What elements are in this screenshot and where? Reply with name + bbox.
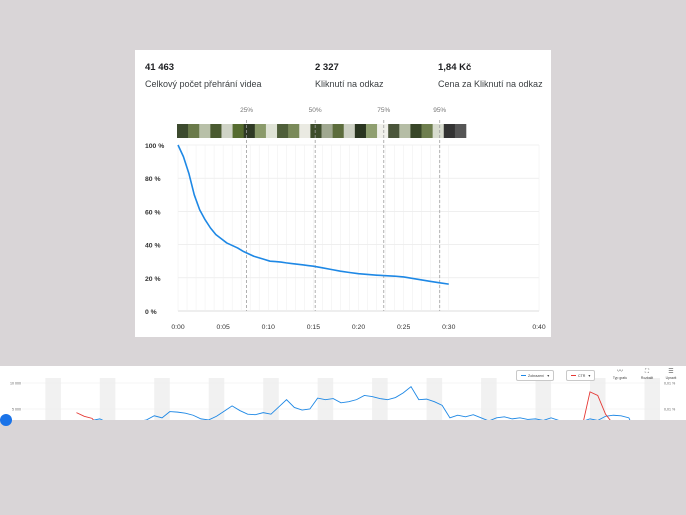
y-tick-label: 60 % bbox=[145, 209, 161, 216]
kpi-plays-label: Celkový počet přehrání videa bbox=[145, 79, 262, 89]
adjust-icon: ☰ bbox=[668, 369, 674, 375]
weekend-band bbox=[99, 378, 116, 420]
y-left-tick-label: 10 000 bbox=[10, 382, 21, 386]
retention-chart: 25% 50% 75% 95% 0 % 20 % 40 % 60 % 80 % 100 % 0:… bbox=[145, 107, 546, 331]
right-metric-select[interactable]: CTR ▾ bbox=[566, 370, 596, 381]
weekend-band bbox=[263, 378, 279, 420]
video-frame-thumb bbox=[343, 124, 356, 138]
weekend-band bbox=[317, 378, 334, 420]
blue-swatch bbox=[521, 374, 526, 377]
right-metric-label: CTR bbox=[578, 373, 586, 378]
y-tick-label: 20 % bbox=[145, 276, 161, 283]
y-tick-label: 0 % bbox=[145, 309, 157, 316]
weekend-band bbox=[589, 378, 606, 420]
x-tick-label: 0:30 bbox=[442, 324, 455, 331]
red-swatch bbox=[571, 374, 576, 377]
y-tick-label: 100 % bbox=[145, 143, 164, 150]
weekend-band bbox=[426, 378, 443, 420]
quartile-marker-label: 95% bbox=[433, 107, 446, 114]
retention-line bbox=[177, 144, 449, 285]
video-frame-thumb bbox=[299, 124, 311, 138]
video-frame-thumb bbox=[310, 124, 322, 138]
chevron-down-icon: ▾ bbox=[588, 373, 591, 378]
video-frame-thumb bbox=[277, 124, 289, 138]
trend-gridlines bbox=[22, 382, 660, 410]
impressions-line bbox=[91, 385, 631, 420]
quartile-markers: 25% 50% 75% 95% bbox=[240, 107, 446, 311]
y-left-tick-label: 5 000 bbox=[12, 408, 21, 412]
weekend-band bbox=[154, 378, 170, 420]
x-tick-label: 0:20 bbox=[352, 324, 365, 331]
expand-label: Rozbalit bbox=[640, 376, 654, 380]
x-tick-label: 0:25 bbox=[397, 324, 410, 331]
quartile-marker-label: 75% bbox=[377, 107, 390, 114]
video-frame-thumb bbox=[365, 124, 378, 138]
video-frame-thumb bbox=[288, 124, 300, 138]
video-frame-thumb bbox=[221, 124, 233, 138]
video-frame-thumb bbox=[254, 124, 267, 138]
trend-icon: 〰 bbox=[616, 369, 623, 375]
video-frame-thumb bbox=[177, 124, 189, 138]
video-frame-thumb bbox=[321, 124, 333, 138]
chart-type-label: Typ grafu bbox=[612, 376, 628, 380]
video-frame-thumb bbox=[199, 124, 211, 138]
video-frame-thumb bbox=[399, 124, 411, 138]
video-thumbnail-strip bbox=[177, 124, 467, 138]
retention-card: 41 463 Celkový počet přehrání videa 2 32… bbox=[135, 50, 551, 337]
video-frame-thumb bbox=[388, 124, 400, 138]
video-frame-thumb bbox=[243, 124, 256, 138]
video-frame-thumb bbox=[421, 124, 433, 138]
kpi-clicks-value: 2 327 bbox=[315, 62, 339, 73]
x-tick-label: 0:15 bbox=[307, 324, 320, 331]
video-frame-thumb bbox=[454, 124, 467, 138]
kpi-plays-value: 41 463 bbox=[145, 62, 175, 73]
quartile-marker-label: 50% bbox=[309, 107, 322, 114]
weekend-band bbox=[535, 378, 552, 420]
chart-type-button[interactable]: 〰 Typ grafu bbox=[611, 368, 629, 380]
kpi-cost-value: 1,84 Kč bbox=[438, 62, 472, 73]
help-icon[interactable] bbox=[0, 414, 12, 426]
y-axis-ticks: 0 % 20 % 40 % 60 % 80 % 100 % bbox=[145, 143, 164, 316]
left-metric-select[interactable]: Zobrazení ▾ bbox=[516, 370, 555, 381]
video-frame-thumb bbox=[332, 124, 345, 138]
y-tick-label: 40 % bbox=[145, 243, 161, 250]
video-frame-thumb bbox=[410, 124, 422, 138]
kpi-clicks-label: Kliknutí na odkaz bbox=[315, 79, 384, 89]
weekend-bands bbox=[45, 378, 660, 420]
video-frame-thumb bbox=[377, 124, 389, 138]
video-frame-thumb bbox=[188, 124, 200, 138]
left-metric-label: Zobrazení bbox=[528, 373, 545, 378]
y-tick-label: 80 % bbox=[145, 176, 161, 183]
weekend-band bbox=[481, 378, 497, 420]
video-frame-thumb bbox=[232, 124, 244, 138]
x-tick-label: 0:10 bbox=[262, 324, 275, 331]
weekend-band bbox=[45, 378, 61, 420]
kpi-cost-label: Cena za Kliknutí na odkaz bbox=[438, 79, 543, 89]
x-tick-label: 0:05 bbox=[217, 324, 230, 331]
video-frame-thumb bbox=[265, 124, 278, 138]
video-frame-thumb bbox=[210, 124, 222, 138]
expand-icon: ⛶ bbox=[644, 369, 650, 375]
weekend-band bbox=[644, 378, 660, 420]
adjust-label: Upravit bbox=[665, 376, 677, 380]
video-frame-thumb bbox=[443, 124, 456, 138]
video-frame-thumb bbox=[354, 124, 367, 138]
weekend-band bbox=[208, 378, 225, 420]
x-axis-ticks: 0:00 0:05 0:10 0:15 0:20 0:25 0:30 0:40 bbox=[171, 324, 545, 331]
x-tick-label: 0:40 bbox=[532, 324, 545, 331]
y-right-tick-label: 0,01 % bbox=[664, 408, 676, 412]
video-frame-thumb bbox=[432, 124, 445, 138]
adjust-button[interactable]: ☰ Upravit bbox=[662, 368, 680, 380]
quartile-marker-label: 25% bbox=[240, 107, 253, 114]
retention-gridlines bbox=[177, 144, 540, 312]
y-right-top-label: 0,01 % bbox=[664, 382, 676, 386]
x-tick-label: 0:00 bbox=[171, 324, 184, 331]
expand-button[interactable]: ⛶ Rozbalit bbox=[638, 368, 656, 380]
chevron-down-icon: ▾ bbox=[547, 373, 550, 378]
